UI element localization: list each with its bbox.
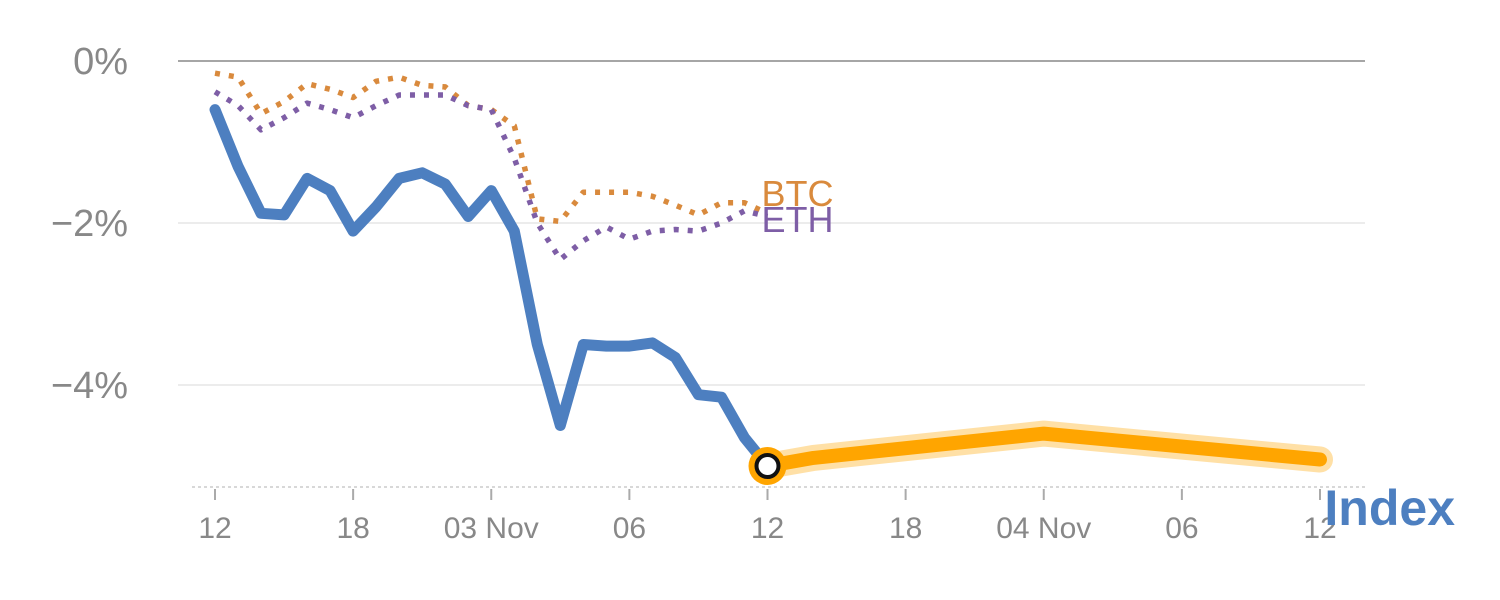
x-tick-label: 06: [613, 512, 646, 545]
x-tick-label: 04 Nov: [996, 512, 1091, 545]
y-tick-label: 0%: [73, 41, 128, 83]
eth-line: [213, 89, 769, 263]
current-point-marker: [754, 453, 781, 479]
series-lines: [209, 70, 1333, 485]
x-tick-label: 12: [1303, 512, 1336, 545]
btc-label: BTC: [762, 173, 834, 214]
y-tick-label: −4%: [51, 365, 128, 407]
x-axis-ticks: 12 18 03 Nov 06 12 18 04 Nov 06 12: [198, 489, 1337, 545]
eth-label: ETH: [762, 199, 834, 240]
x-tick-label: 18: [336, 512, 369, 545]
index-label: Index: [1324, 480, 1455, 536]
x-tick-label: 12: [751, 512, 784, 545]
x-tick-label: 18: [889, 512, 922, 545]
x-tick-label: 06: [1165, 512, 1198, 545]
index-line: [209, 104, 773, 472]
grid-lines: [178, 60, 1365, 488]
y-axis-ticks: 0% −2% −4%: [51, 41, 128, 407]
y-tick-label: −2%: [51, 203, 128, 245]
forecast-line: [760, 426, 1327, 473]
x-tick-label: 12: [198, 512, 231, 545]
x-tick-label: 03 Nov: [444, 512, 539, 545]
